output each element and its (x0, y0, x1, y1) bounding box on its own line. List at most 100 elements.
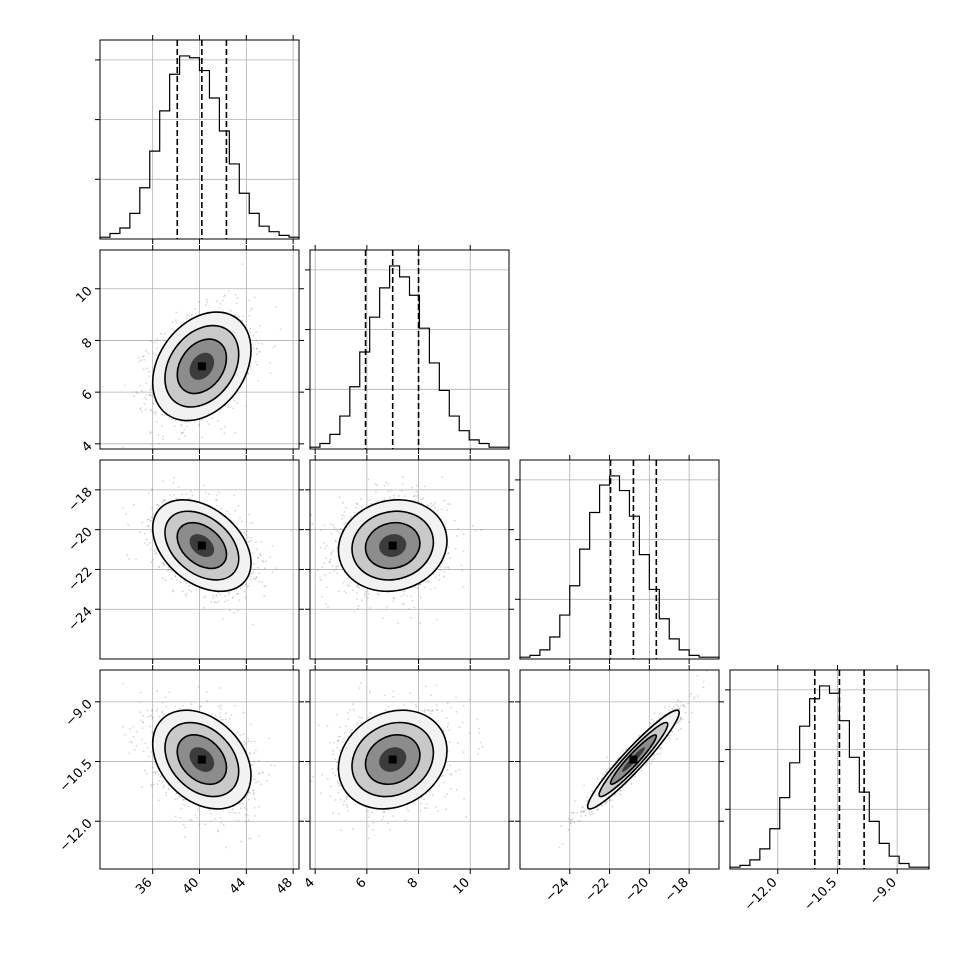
sample-point (249, 309, 252, 312)
scatter-panel-3-0: 36 40 44 48−12.0−10.5−9.0 (57, 665, 304, 898)
sample-point (243, 590, 246, 593)
sample-point (163, 332, 166, 335)
sample-point (252, 571, 255, 574)
sample-point (345, 506, 347, 509)
sample-point (196, 817, 199, 819)
sample-point (392, 597, 395, 600)
sample-point (240, 840, 243, 843)
sample-point (335, 565, 338, 568)
sample-point (439, 569, 442, 571)
sample-point (339, 528, 342, 530)
sample-point (255, 353, 258, 356)
sample-point (325, 557, 327, 560)
sample-point (333, 569, 336, 572)
sample-point (416, 587, 419, 590)
sample-point (255, 331, 258, 333)
sample-point (227, 406, 230, 409)
sample-point (222, 618, 225, 620)
sample-point (154, 411, 157, 414)
sample-point (143, 359, 146, 361)
sample-point (447, 546, 450, 549)
sample-point (143, 396, 146, 399)
sample-point (356, 592, 358, 595)
sample-point (174, 798, 177, 800)
sample-point (177, 438, 180, 440)
sample-point (321, 566, 324, 568)
sample-point (403, 593, 406, 596)
sample-point (182, 431, 185, 434)
sample-point (257, 342, 260, 345)
sample-point (154, 341, 157, 344)
sample-point (328, 561, 331, 564)
sample-point (128, 557, 131, 560)
sample-point (228, 591, 231, 593)
sample-point (215, 493, 218, 496)
sample-point (249, 522, 252, 525)
sample-point (437, 510, 439, 512)
sample-point (223, 425, 226, 428)
sample-point (242, 711, 245, 714)
sample-point (258, 324, 261, 327)
sample-point (438, 578, 441, 581)
sample-point (323, 573, 326, 576)
sample-point (174, 319, 177, 322)
sample-point (253, 562, 256, 565)
sample-point (366, 590, 369, 593)
sample-point (248, 513, 250, 516)
sample-point (142, 750, 145, 752)
sample-point (125, 513, 127, 516)
sample-point (294, 587, 296, 589)
sample-point (247, 814, 249, 817)
sample-point (323, 524, 326, 526)
sample-point (255, 339, 258, 342)
sample-point (222, 718, 225, 721)
sample-point (222, 824, 225, 826)
sample-point (208, 493, 210, 495)
sample-point (236, 402, 239, 405)
sample-point (153, 550, 156, 552)
sample-point (241, 520, 244, 523)
sample-point (241, 263, 244, 265)
sample-point (356, 584, 359, 586)
sample-point (447, 567, 450, 569)
sample-point (337, 590, 340, 593)
sample-point (245, 405, 248, 407)
sample-point (180, 432, 183, 435)
sample-point (141, 521, 144, 524)
sample-point (145, 382, 148, 384)
sample-point (448, 552, 450, 555)
sample-point (429, 588, 432, 591)
histogram-panel-1 (305, 245, 510, 454)
sample-point (220, 704, 222, 707)
sample-point (253, 792, 255, 794)
sample-point (352, 589, 355, 592)
sample-point (329, 523, 332, 525)
sample-point (329, 558, 332, 561)
contour-line (176, 338, 228, 395)
sample-point (158, 715, 161, 718)
sample-point (462, 533, 465, 536)
sample-point (158, 799, 160, 802)
sample-point (480, 529, 483, 532)
sample-point (147, 525, 150, 527)
sample-point (343, 511, 346, 513)
sample-point (162, 562, 165, 565)
histogram-panel-0 (95, 35, 300, 244)
sample-point (474, 529, 477, 532)
sample-point (252, 347, 255, 350)
sample-point (139, 408, 142, 411)
sample-point (385, 481, 388, 484)
sample-point (205, 491, 207, 494)
sample-point (228, 717, 231, 720)
sample-point (150, 395, 153, 397)
sample-point (319, 576, 321, 579)
sample-point (189, 469, 191, 471)
sample-point (316, 569, 319, 572)
sample-point (150, 385, 153, 388)
sample-point (402, 589, 404, 592)
sample-point (275, 567, 278, 569)
sample-point (327, 606, 329, 609)
sample-point (249, 539, 252, 542)
sample-point (162, 713, 165, 716)
sample-point (152, 513, 154, 516)
